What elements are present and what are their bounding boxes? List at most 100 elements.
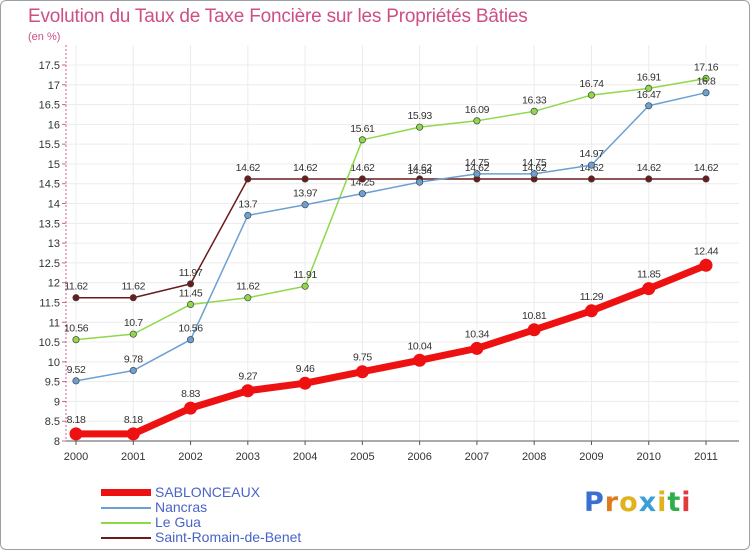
data-label: 8.83 (181, 388, 200, 400)
data-label: 14.62 (236, 162, 261, 174)
data-label: 16.09 (465, 104, 490, 116)
legend-item-le-gua[interactable]: Le Gua (101, 515, 301, 530)
series-sablonceaux: 8.18 8.18 8.83 9.27 9.46 9.75 10.04 10.34 10.81 1… (67, 245, 719, 441)
data-point (416, 123, 424, 131)
data-label: 9.75 (353, 352, 372, 364)
series-line (76, 262, 708, 438)
legend-swatch (101, 536, 151, 539)
data-label: 9.46 (296, 363, 315, 375)
data-label: 10.7 (124, 317, 143, 329)
data-label: 14.62 (350, 162, 375, 174)
x-tick-label: 2002 (178, 451, 202, 463)
data-point (184, 401, 198, 415)
data-point (702, 74, 710, 83)
y-tick-label: 13 (48, 238, 60, 250)
legend-label: Le Gua (155, 514, 201, 530)
data-label: 12.44 (694, 245, 719, 257)
series-saint-romain-de-benet: 11.62 11.62 11.97 14.62 14.62 14.62 14.62 14.62… (64, 162, 719, 302)
data-point (358, 136, 366, 144)
logo-letter: t (667, 487, 682, 518)
x-tick-label: 2006 (407, 451, 431, 463)
y-tick-label: 14 (48, 199, 60, 211)
proxiti-logo: Proxiti (584, 487, 692, 518)
x-tick-label: 2000 (64, 451, 88, 463)
data-point (358, 190, 366, 198)
data-label: 9.52 (67, 364, 86, 376)
data-point (72, 336, 80, 344)
data-point (126, 427, 140, 441)
legend-item-saint-romain-de-benet[interactable]: Saint-Romain-de-Benet (101, 530, 301, 545)
legend: SABLONCEAUX Nancras Le Gua Saint-Romain-… (101, 485, 301, 545)
series-le-gua: 10.56 10.7 11.45 11.62 11.91 15.61 15.93 16.09 1… (64, 61, 719, 344)
data-label: 14.62 (293, 162, 318, 174)
data-label: 15.93 (407, 110, 432, 122)
data-label: 10.04 (407, 340, 432, 352)
data-label: 10.81 (522, 310, 547, 322)
data-label: 13.97 (293, 188, 318, 200)
y-tick-label: 13.5 (39, 218, 60, 230)
data-label: 9.78 (124, 354, 143, 366)
data-label: 14.54 (407, 165, 432, 177)
y-tick-label: 15.5 (39, 139, 60, 151)
data-point (587, 161, 596, 169)
data-label: 11.62 (64, 281, 88, 293)
data-label: 11.45 (179, 287, 203, 299)
data-label: 14.62 (407, 162, 432, 174)
data-label: 11.29 (580, 291, 604, 303)
y-tick-label: 12 (48, 278, 60, 290)
data-point (645, 175, 653, 183)
legend-label: Nancras (155, 499, 208, 515)
data-point (72, 377, 80, 385)
data-label: 14.62 (694, 162, 719, 174)
data-point (298, 376, 312, 390)
data-point (358, 175, 366, 183)
data-point (129, 294, 137, 302)
data-point (244, 211, 252, 219)
x-tick-label: 2005 (350, 451, 374, 463)
legend-item-sablonceaux[interactable]: SABLONCEAUX (101, 485, 301, 500)
data-point (301, 201, 309, 209)
y-tick-label: 16.5 (39, 100, 60, 112)
data-label: 14.97 (579, 148, 604, 160)
legend-item-nancras[interactable]: Nancras (101, 500, 301, 515)
series-line (75, 91, 707, 382)
data-label: 17.16 (694, 61, 719, 73)
data-label: 14.62 (522, 162, 547, 174)
x-tick-label: 2011 (694, 451, 718, 463)
series-line (76, 178, 706, 299)
data-point (587, 91, 596, 99)
logo-letter: r (604, 487, 620, 518)
legend-label: SABLONCEAUX (155, 484, 261, 500)
data-label: 14.75 (465, 157, 490, 169)
data-label: 16.33 (522, 94, 547, 106)
x-tick-label: 2004 (293, 451, 317, 463)
data-label: 11.91 (293, 269, 317, 281)
logo-letter: i (657, 487, 668, 518)
y-tick-label: 9.5 (45, 377, 60, 389)
x-tick-label: 2009 (579, 451, 603, 463)
data-label: 10.56 (64, 323, 89, 335)
data-point (129, 330, 137, 338)
data-point (702, 175, 710, 183)
y-tick-label: 10.5 (39, 337, 60, 349)
data-point (186, 336, 195, 344)
chart-subtitle: (en %) (28, 31, 61, 43)
y-tick-label: 14.5 (39, 179, 60, 191)
data-point (699, 258, 713, 272)
data-point (129, 366, 137, 375)
data-point (244, 175, 252, 183)
data-point (186, 280, 195, 288)
y-tick-label: 15 (48, 159, 60, 171)
chart-title: Evolution du Taux de Taxe Foncière sur l… (28, 6, 528, 27)
data-point (645, 84, 653, 92)
data-point (355, 365, 369, 379)
data-label: 8.18 (124, 414, 143, 426)
data-point (301, 175, 309, 183)
data-label: 16.74 (579, 78, 604, 90)
data-label: 16.91 (637, 71, 662, 83)
y-tick-label: 11.5 (39, 297, 60, 309)
data-point (72, 294, 80, 302)
